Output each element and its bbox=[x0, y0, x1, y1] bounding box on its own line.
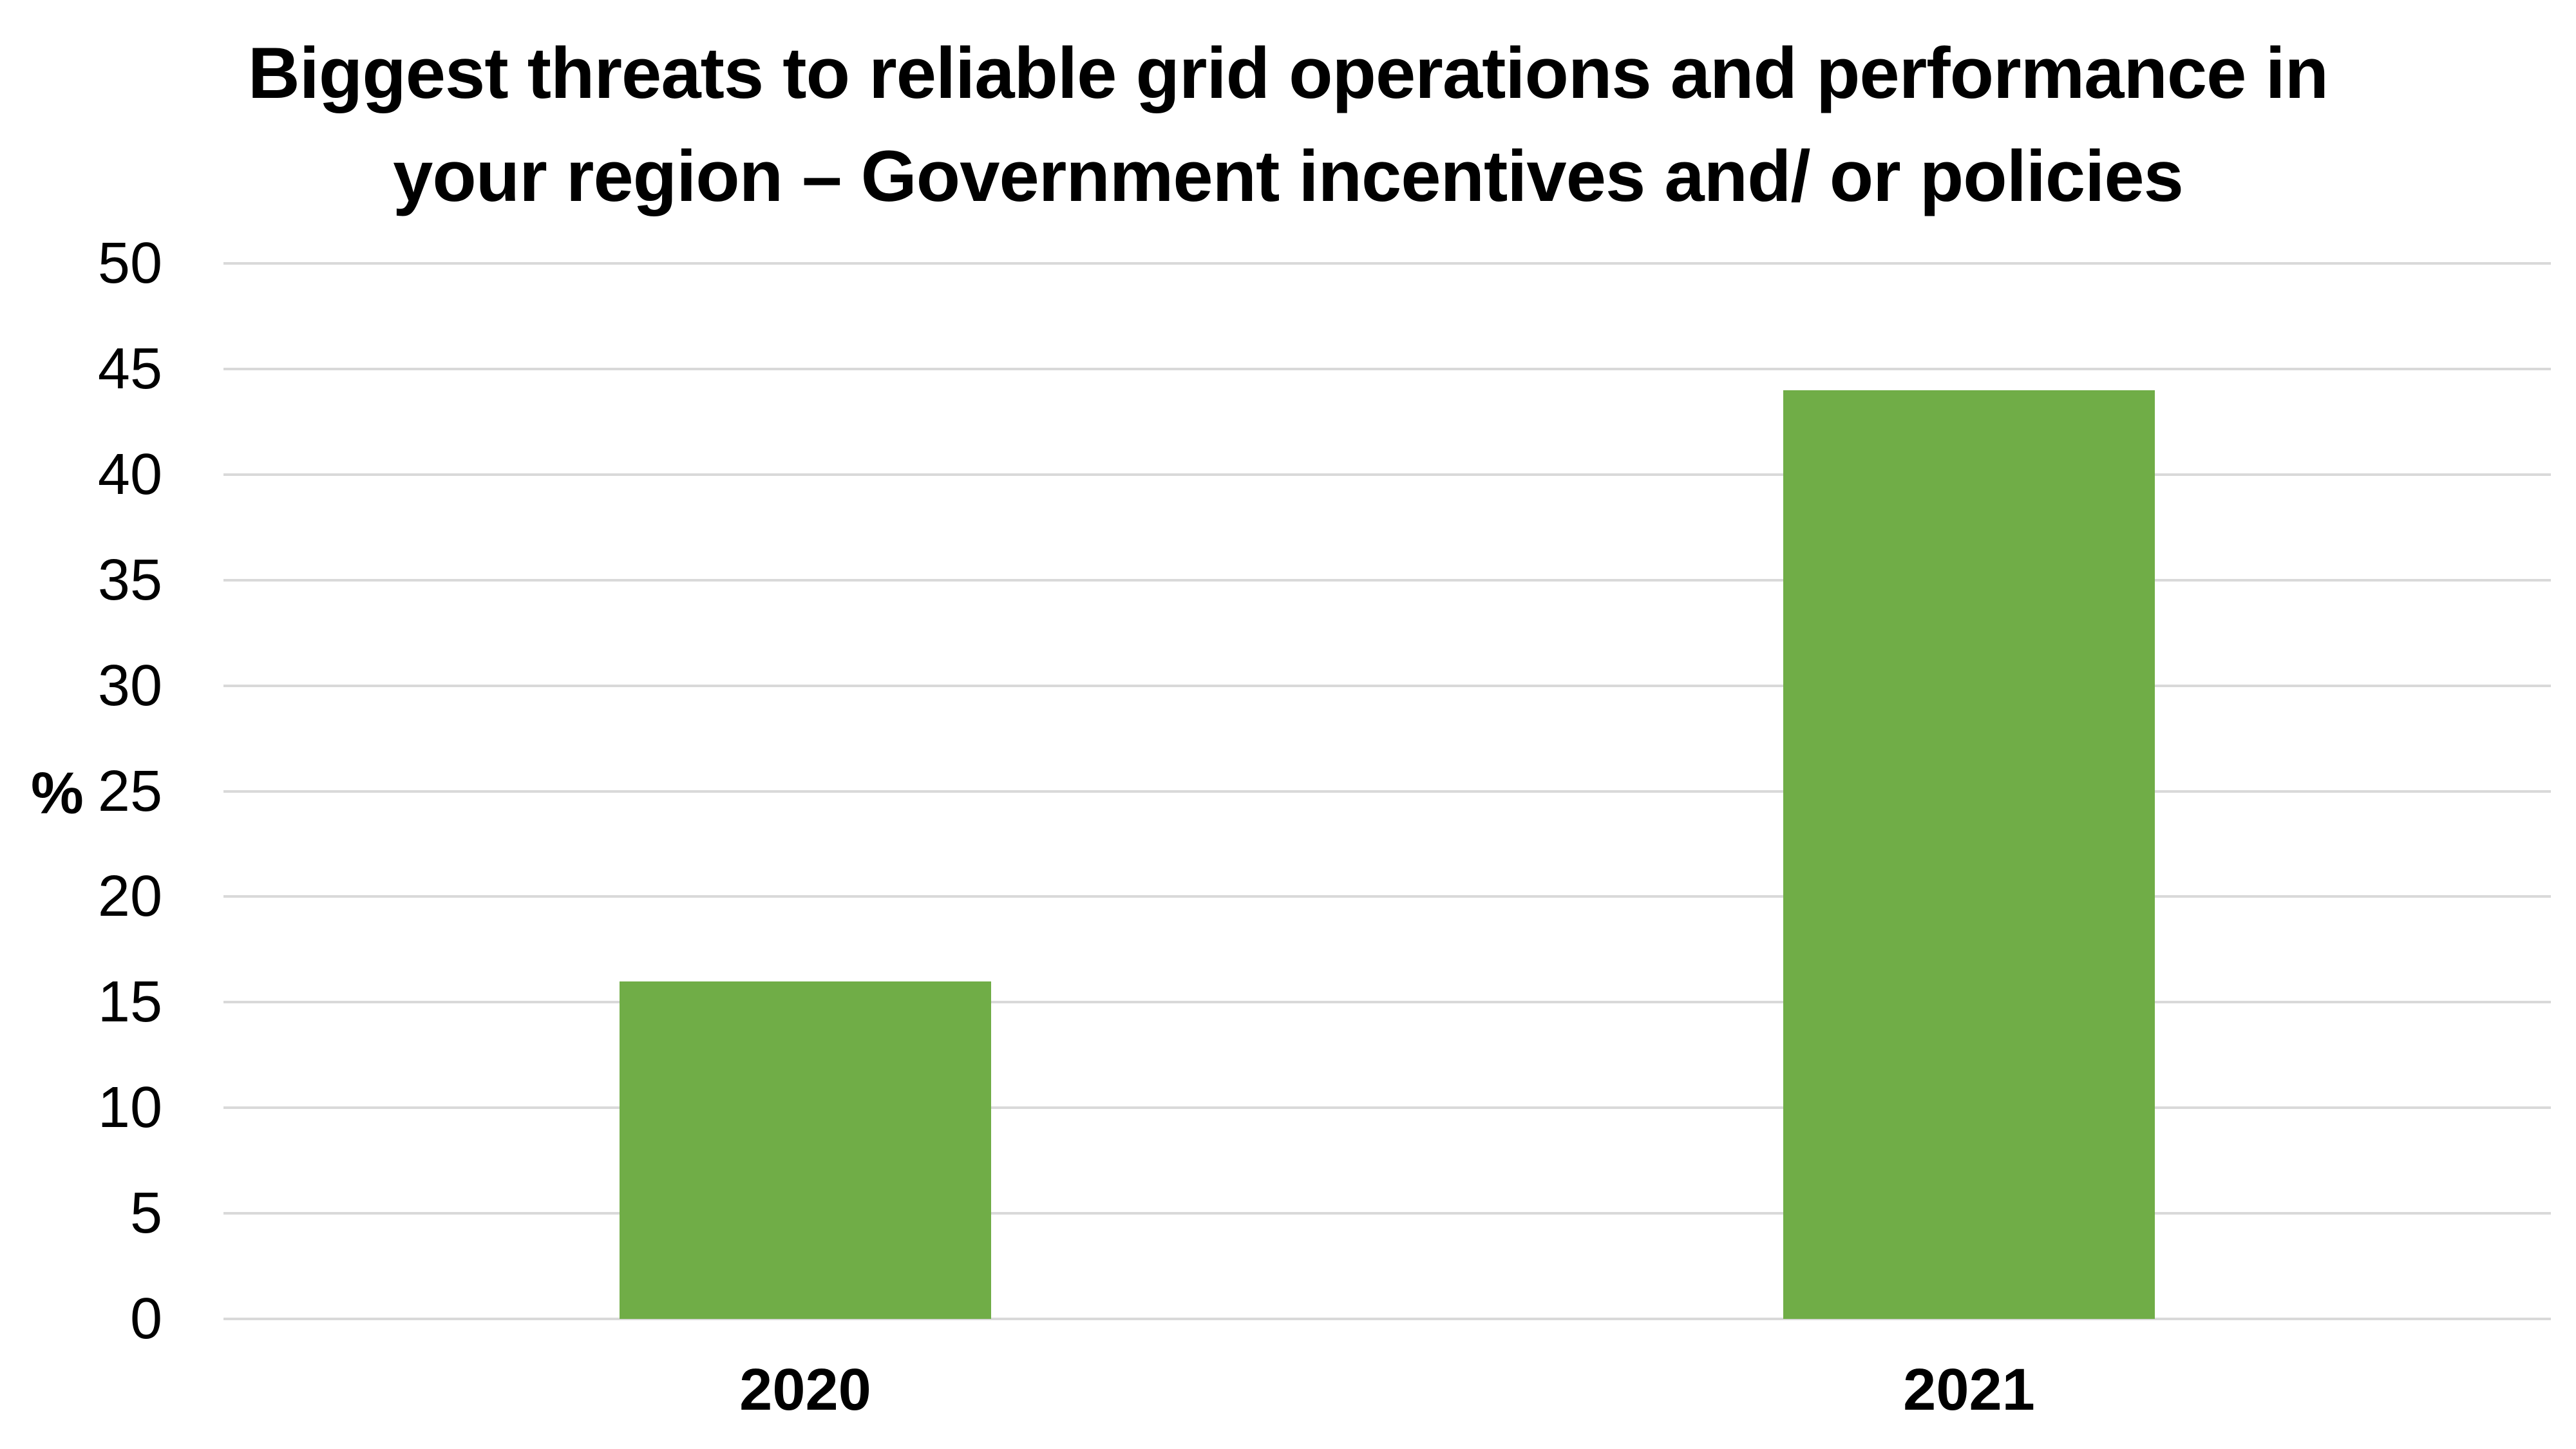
y-axis-tick-label: 0 bbox=[129, 1287, 162, 1351]
y-axis-tick-label: 45 bbox=[97, 336, 162, 401]
y-axis: 0 5 10 15 20 25 30 35 40 45 50 bbox=[0, 234, 162, 1348]
gridline bbox=[223, 473, 2551, 476]
gridline bbox=[223, 1001, 2551, 1004]
chart-title: Biggest threats to reliable grid operati… bbox=[0, 22, 2576, 228]
gridline bbox=[223, 578, 2551, 582]
chart-title-line-2: your region – Government incentives and/… bbox=[393, 136, 2184, 217]
y-axis-tick-label: 10 bbox=[97, 1075, 162, 1141]
y-axis-tick-label: 20 bbox=[97, 864, 162, 929]
gridline bbox=[223, 1318, 2551, 1320]
x-axis: 2020 2021 bbox=[223, 1360, 2551, 1449]
y-axis-tick-label: 25 bbox=[97, 759, 162, 824]
bar-2021 bbox=[1783, 390, 2155, 1319]
y-axis-tick-label: 30 bbox=[97, 653, 162, 718]
y-axis-tick-label: 15 bbox=[97, 970, 162, 1035]
bar-2020 bbox=[619, 981, 992, 1319]
y-axis-title: % bbox=[31, 761, 84, 826]
y-axis-tick-label: 40 bbox=[97, 442, 162, 507]
y-axis-tick-label: 50 bbox=[97, 231, 162, 296]
gridline bbox=[223, 1106, 2551, 1110]
x-axis-tick-label: 2020 bbox=[739, 1357, 871, 1423]
y-axis-tick-label: 35 bbox=[97, 547, 162, 612]
y-axis-tick-label: 5 bbox=[129, 1181, 162, 1246]
x-axis-tick-label: 2021 bbox=[1903, 1357, 2035, 1423]
gridline bbox=[223, 262, 2551, 265]
gridline bbox=[223, 790, 2551, 793]
chart-title-line-1: Biggest threats to reliable grid operati… bbox=[247, 33, 2329, 113]
gridline bbox=[223, 367, 2551, 370]
gridline bbox=[223, 1212, 2551, 1215]
gridline bbox=[223, 895, 2551, 898]
plot-area bbox=[223, 262, 2551, 1320]
gridline bbox=[223, 684, 2551, 687]
